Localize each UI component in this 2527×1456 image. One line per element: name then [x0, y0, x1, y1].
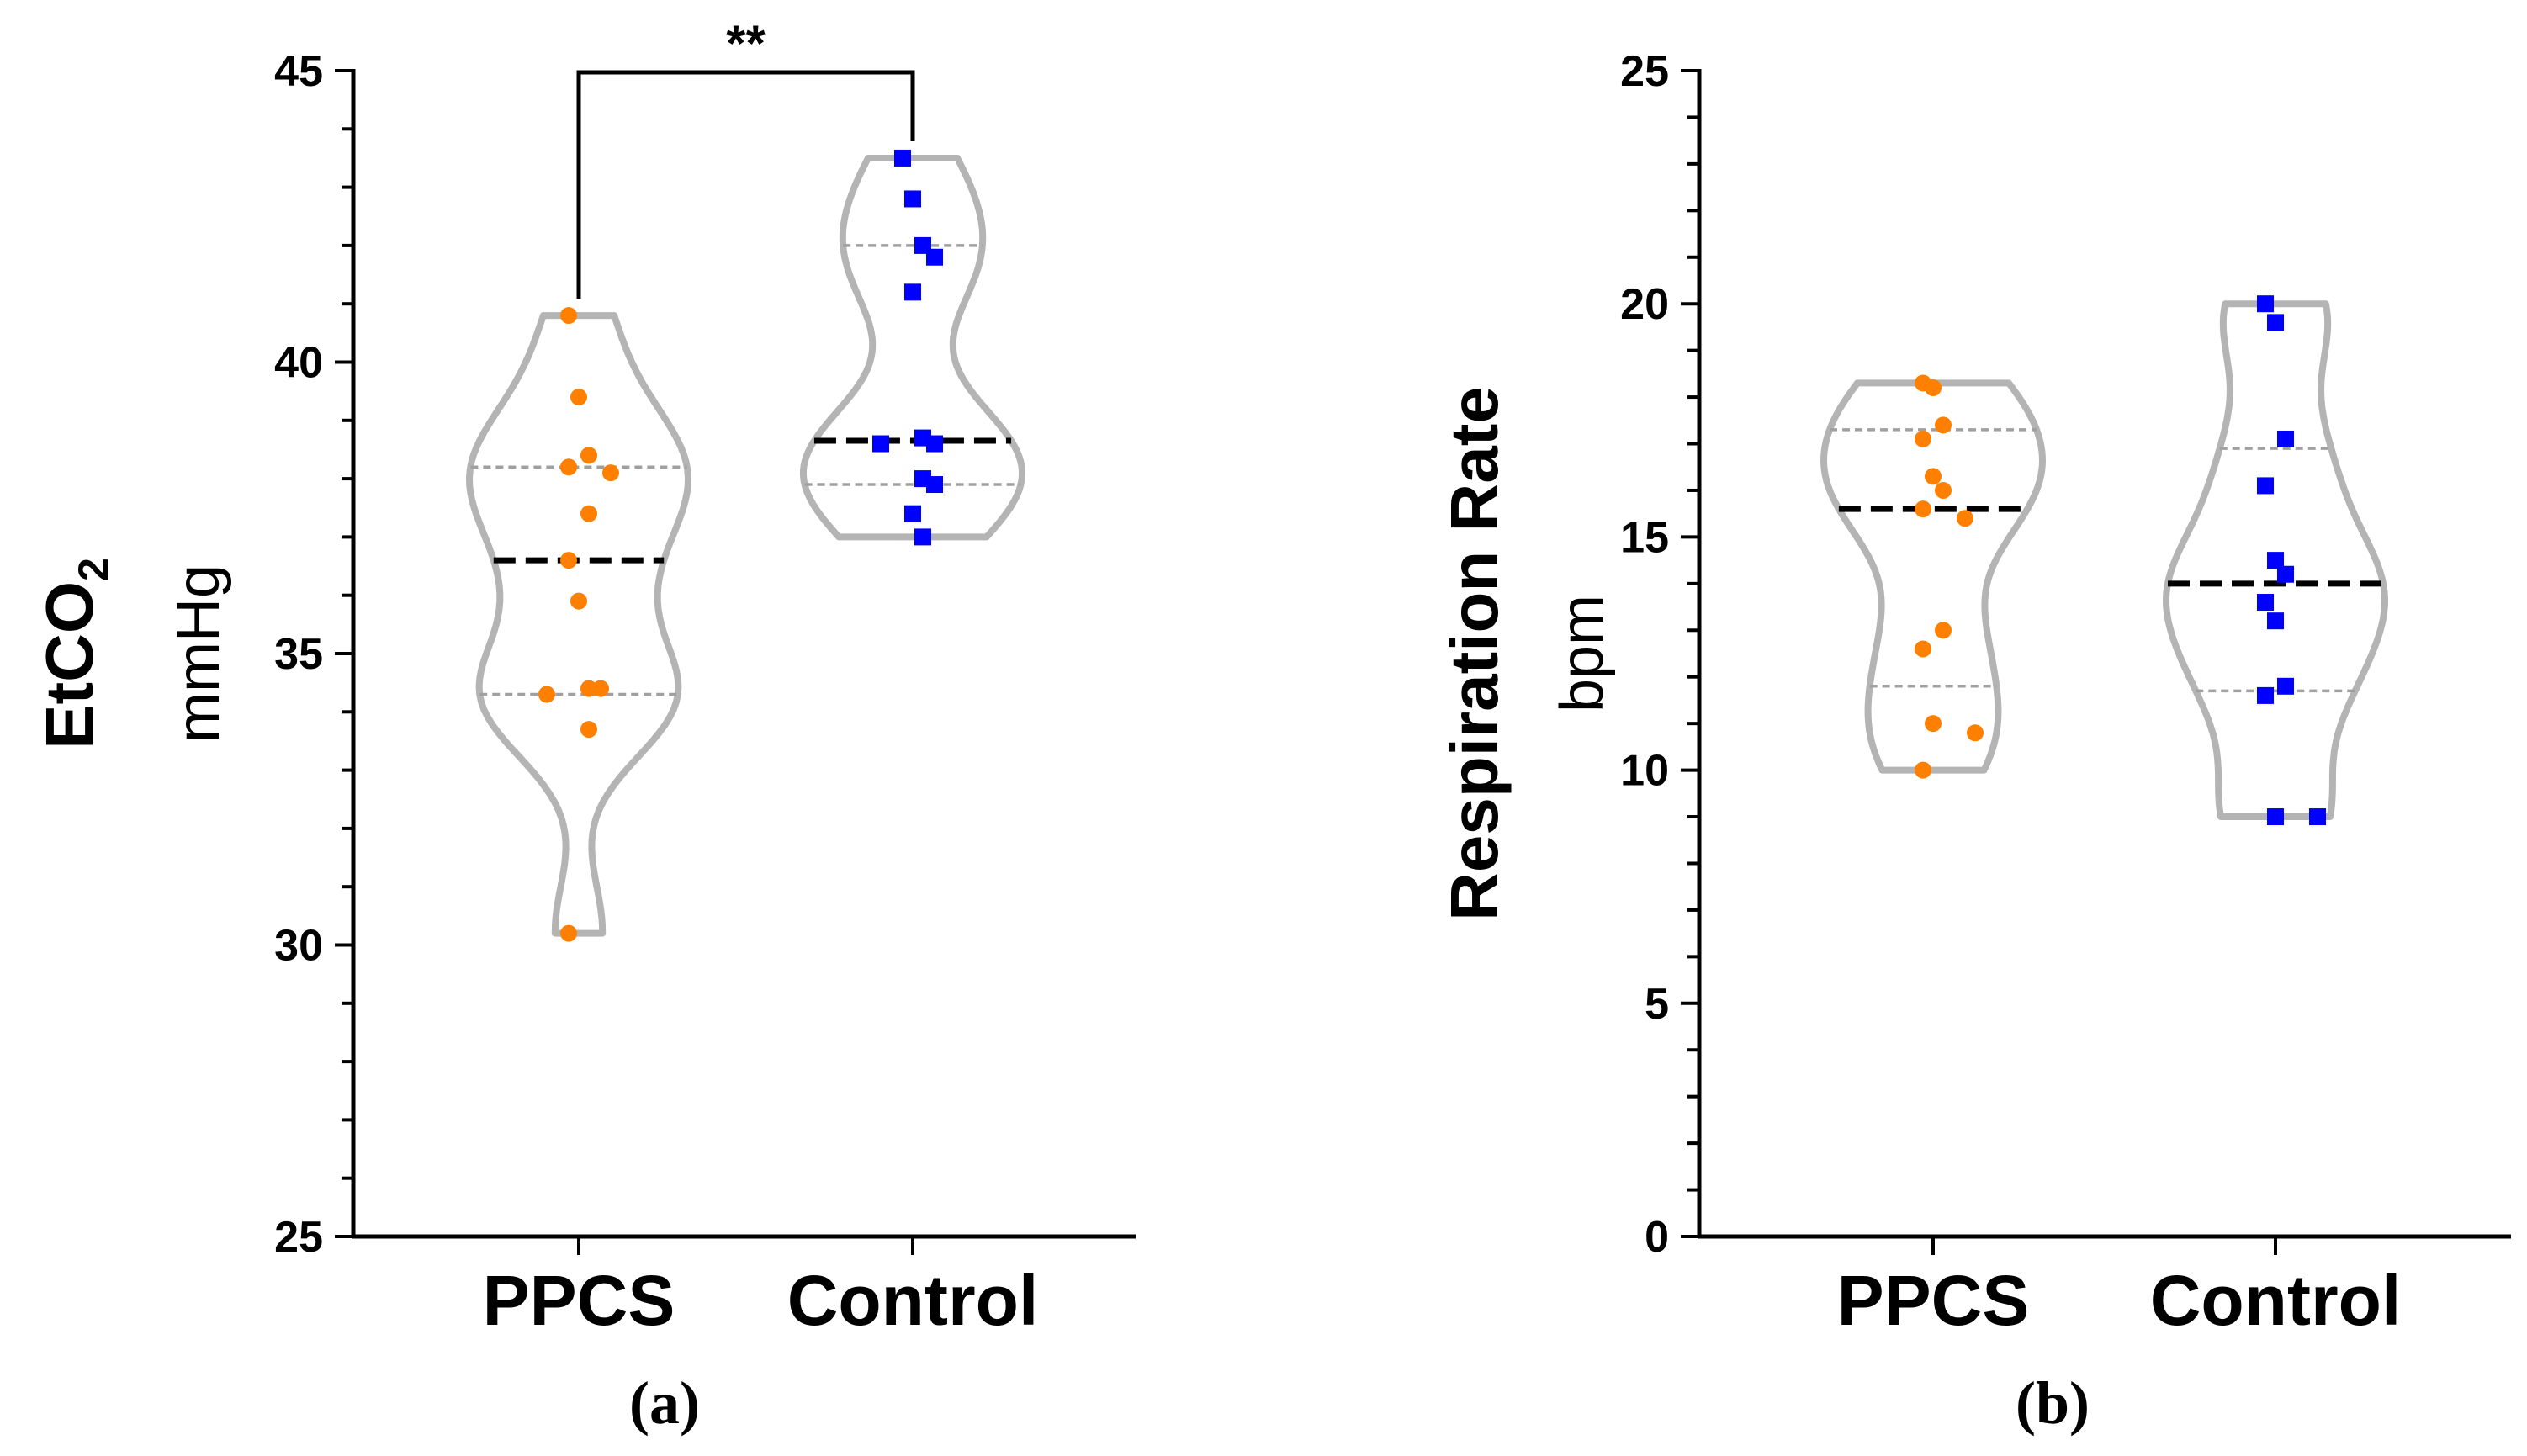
data-point-control — [2257, 594, 2274, 612]
y-tick-label: 25 — [274, 1213, 323, 1262]
data-point-ppcs — [1915, 500, 1931, 518]
x-category-label: PPCS — [1837, 1261, 2030, 1340]
data-point-control — [2257, 295, 2274, 313]
x-category-label: Control — [787, 1261, 1039, 1340]
data-point-ppcs — [570, 389, 587, 406]
data-point-ppcs — [1957, 510, 1973, 527]
significance-bracket — [576, 70, 915, 299]
data-point-ppcs — [1967, 724, 1984, 742]
significance-label: ** — [726, 15, 766, 71]
violin-outline — [2163, 300, 2388, 820]
data-point-ppcs — [1925, 379, 1942, 396]
data-point-control — [926, 248, 943, 266]
data-point-ppcs — [580, 680, 597, 697]
violin-outline — [466, 312, 691, 937]
y-axis-unit: mmHg — [165, 564, 232, 743]
panel-label: (b) — [2016, 1369, 2090, 1437]
y-axis-unit: bpm — [1549, 595, 1616, 712]
panel-a: 25 30 35 40 45 PPCS Control EtCO2 mmHg (a) ** — [32, 15, 1136, 1437]
data-point-control — [926, 476, 943, 494]
data-point-control — [2309, 808, 2326, 826]
data-point-ppcs — [1915, 761, 1931, 779]
data-point-control — [894, 149, 911, 167]
violin-outline — [800, 155, 1025, 541]
y-tick-label: 15 — [1620, 513, 1669, 562]
x-category-label: Control — [2150, 1261, 2402, 1340]
data-point-control — [2277, 565, 2294, 583]
data-point-ppcs — [580, 447, 597, 464]
y-tick-label: 30 — [274, 922, 323, 971]
data-point-control — [2277, 430, 2294, 447]
y-tick-label: 10 — [1620, 747, 1669, 796]
y-tick-label: 35 — [274, 630, 323, 679]
data-point-ppcs — [560, 552, 577, 569]
data-point-ppcs — [1915, 640, 1931, 658]
y-tick-label: 5 — [1645, 980, 1669, 1029]
data-point-control — [904, 505, 921, 522]
data-point-ppcs — [1925, 468, 1942, 485]
violin-outline — [1820, 379, 2046, 774]
data-point-control — [872, 435, 889, 453]
y-tick-label: 0 — [1645, 1213, 1669, 1262]
data-point-control — [2257, 686, 2274, 704]
data-point-ppcs — [1935, 481, 1952, 499]
y-tick-label: 20 — [1620, 280, 1669, 329]
data-point-control — [914, 528, 931, 546]
data-point-control — [2277, 677, 2294, 695]
data-point-control — [904, 283, 921, 301]
data-point-control — [2267, 612, 2284, 630]
data-point-ppcs — [560, 307, 577, 325]
y-tick-label: 45 — [274, 47, 323, 96]
data-point-ppcs — [580, 721, 597, 739]
panel-b: 0 5 10 15 20 25 PPCS Control Respiration Rate bpm… — [1437, 47, 2511, 1437]
y-axis-title: Respiration Rate — [1437, 386, 1512, 921]
data-point-control — [2267, 314, 2284, 331]
data-point-ppcs — [580, 505, 597, 522]
data-point-ppcs — [602, 464, 619, 482]
data-point-ppcs — [1925, 715, 1942, 733]
data-point-control — [2257, 477, 2274, 495]
data-point-ppcs — [1935, 622, 1952, 639]
data-point-ppcs — [592, 680, 609, 697]
data-point-control — [926, 435, 943, 453]
data-point-ppcs — [570, 592, 587, 610]
y-tick-label: 40 — [274, 339, 323, 388]
data-point-ppcs — [560, 458, 577, 476]
data-point-control — [2267, 552, 2284, 569]
data-point-control — [904, 190, 921, 208]
data-point-ppcs — [1915, 430, 1931, 447]
x-category-label: PPCS — [483, 1261, 675, 1340]
y-tick-label: 25 — [1620, 47, 1669, 96]
data-point-ppcs — [538, 686, 555, 703]
data-point-ppcs — [1935, 416, 1952, 434]
data-point-ppcs — [560, 924, 577, 942]
panel-label: (a) — [629, 1369, 700, 1437]
y-axis-title: EtCO2 — [32, 558, 117, 749]
data-point-control — [2267, 808, 2284, 826]
